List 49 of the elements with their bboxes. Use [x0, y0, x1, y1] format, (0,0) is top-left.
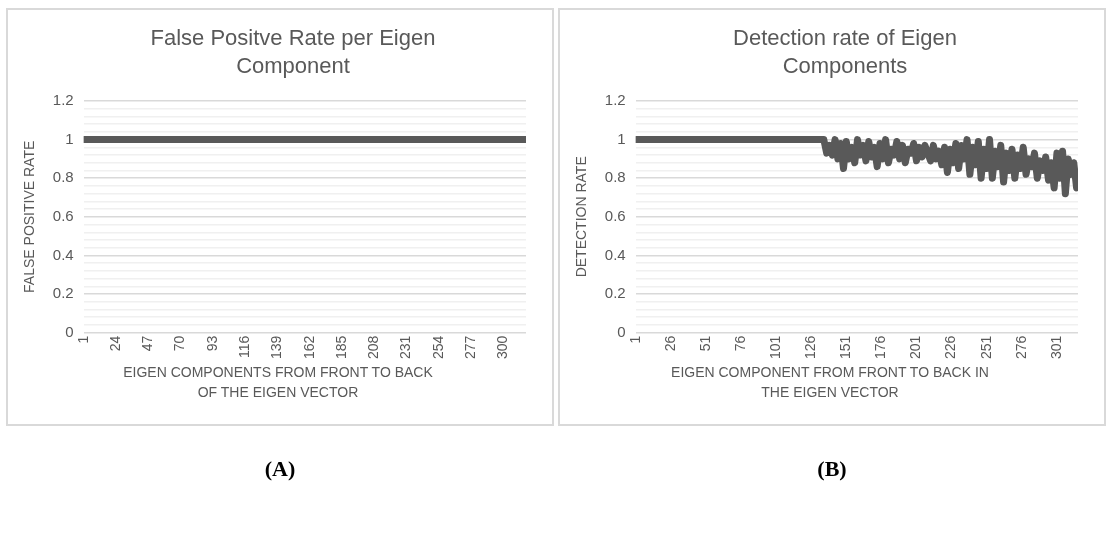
- x-tick-label: 301: [1047, 335, 1064, 359]
- x-tick-label: 277: [462, 335, 479, 359]
- y-tick-label: 0.4: [604, 245, 626, 263]
- y-axis-title: FALSE POSITIVE RATE: [21, 140, 38, 293]
- chart-title: Detection rate of Eigen Components: [732, 24, 958, 80]
- x-tick-label: 1: [626, 335, 643, 344]
- x-tick-label: 231: [397, 335, 414, 359]
- y-tick-label: 1: [65, 129, 74, 147]
- x-tick-label: 185: [332, 335, 349, 359]
- y-tick-label: 1.2: [52, 91, 74, 109]
- x-tick-label: 162: [300, 335, 317, 359]
- x-tick-label: 276: [1012, 335, 1029, 359]
- x-tick-label: 76: [731, 335, 748, 352]
- y-tick-label: 0.2: [604, 284, 626, 302]
- x-tick-label: 51: [696, 335, 713, 352]
- x-tick-label: 126: [802, 335, 819, 359]
- y-axis-title: DETECTION RATE: [573, 156, 590, 278]
- y-tick-label: 0.8: [604, 168, 626, 186]
- y-tick-label: 0.6: [52, 206, 74, 224]
- x-tick-label: 151: [837, 335, 854, 359]
- x-tick-label: 47: [139, 335, 156, 352]
- x-tick-label: 93: [203, 335, 220, 352]
- x-tick-label: 1: [74, 335, 91, 344]
- y-tick-label: 1: [617, 129, 626, 147]
- x-axis-title: EIGEN COMPONENT FROM FRONT TO BACK IN THE EIGEN VECTOR: [670, 363, 990, 402]
- y-tick-label: 0.4: [52, 245, 74, 263]
- chart-title: False Positve Rate per Eigen Component: [149, 24, 437, 80]
- text: (A): [263, 456, 297, 482]
- y-tick-label: 0.6: [604, 206, 626, 224]
- x-axis-title: EIGEN COMPONENTS FROM FRONT TO BACK OF THE EIGEN VECTOR: [122, 363, 434, 402]
- x-tick-label: 201: [907, 335, 924, 359]
- x-tick-label: 101: [766, 335, 783, 359]
- y-tick-label: 0: [617, 322, 626, 340]
- x-tick-label: 208: [365, 335, 382, 359]
- x-tick-label: 139: [268, 335, 285, 359]
- text: (B): [816, 456, 848, 482]
- x-tick-label: 254: [429, 335, 446, 359]
- x-tick-label: 26: [661, 335, 678, 352]
- y-tick-label: 1.2: [604, 91, 626, 109]
- y-tick-label: 0: [65, 322, 74, 340]
- x-tick-label: 251: [977, 335, 994, 359]
- y-tick-label: 0.2: [52, 284, 74, 302]
- x-tick-label: 116: [236, 335, 252, 358]
- x-tick-label: 176: [872, 335, 889, 359]
- x-tick-label: 70: [171, 335, 188, 352]
- y-tick-label: 0.8: [52, 168, 74, 186]
- x-tick-label: 24: [106, 335, 123, 352]
- x-tick-label: 226: [942, 335, 959, 359]
- x-tick-label: 300: [494, 335, 511, 359]
